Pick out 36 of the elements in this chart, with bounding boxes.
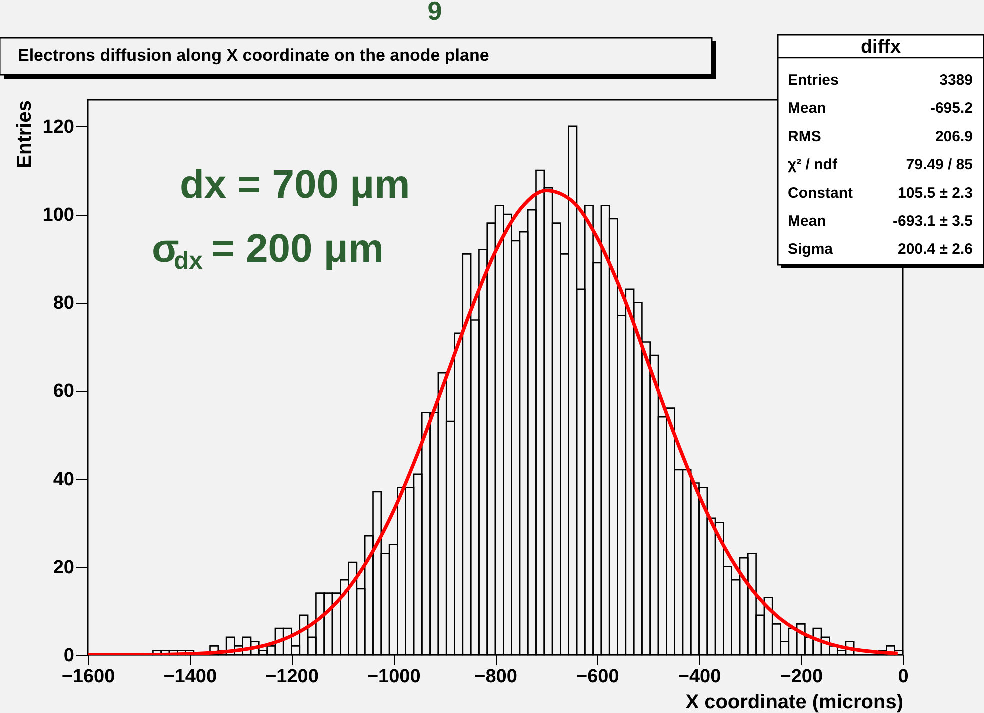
x-tick-label: −400 bbox=[678, 666, 722, 688]
annotation: RMS bbox=[788, 128, 822, 146]
text: 3389 bbox=[940, 72, 973, 89]
y-tick-label: 0 bbox=[64, 646, 74, 666]
x-tick-label: −1400 bbox=[164, 666, 218, 688]
chart-title: Electrons diffusion along X coordinate on the anode plane bbox=[18, 46, 490, 65]
y-axis-title: Entries bbox=[14, 100, 36, 168]
x-tick-label: −200 bbox=[780, 666, 824, 688]
text: 206.9 bbox=[935, 128, 973, 146]
annotation: Mean bbox=[788, 213, 826, 230]
x-tick-label: −800 bbox=[474, 666, 518, 688]
x-tick-label: −1600 bbox=[62, 666, 116, 688]
annotation: Constant bbox=[788, 184, 853, 202]
x-tick-label: −1200 bbox=[266, 666, 319, 688]
x-tick-label: −600 bbox=[576, 666, 620, 688]
annotation: 200.4 ± 2.6 bbox=[898, 241, 973, 258]
annotation: -693.1 ± 3.5 bbox=[893, 213, 973, 230]
x-axis-title: X coordinate (microns) bbox=[686, 692, 904, 713]
y-tick-label: 120 bbox=[42, 116, 74, 138]
y-tick-label: 20 bbox=[53, 557, 74, 578]
y-tick-label: 40 bbox=[53, 469, 74, 490]
x-tick-label: 0 bbox=[898, 666, 909, 688]
annotation: dx = 700 μm bbox=[180, 163, 410, 207]
y-tick-label: 100 bbox=[42, 205, 74, 226]
text: 79.49 / 85 bbox=[906, 156, 973, 174]
annotation: χ² / ndf bbox=[788, 156, 838, 174]
annotation: Sigma bbox=[788, 241, 834, 258]
y-tick-label: 60 bbox=[53, 381, 74, 402]
y-tick-label: 80 bbox=[53, 293, 74, 314]
text: diffx bbox=[860, 37, 902, 58]
text: -695.2 bbox=[930, 100, 973, 118]
x-tick-label: −1000 bbox=[367, 666, 421, 688]
text: Entries bbox=[788, 72, 839, 89]
annotation: Mean bbox=[788, 100, 826, 118]
annotation: 105.5 ± 2.3 bbox=[898, 184, 973, 202]
text: 9 bbox=[428, 0, 442, 26]
